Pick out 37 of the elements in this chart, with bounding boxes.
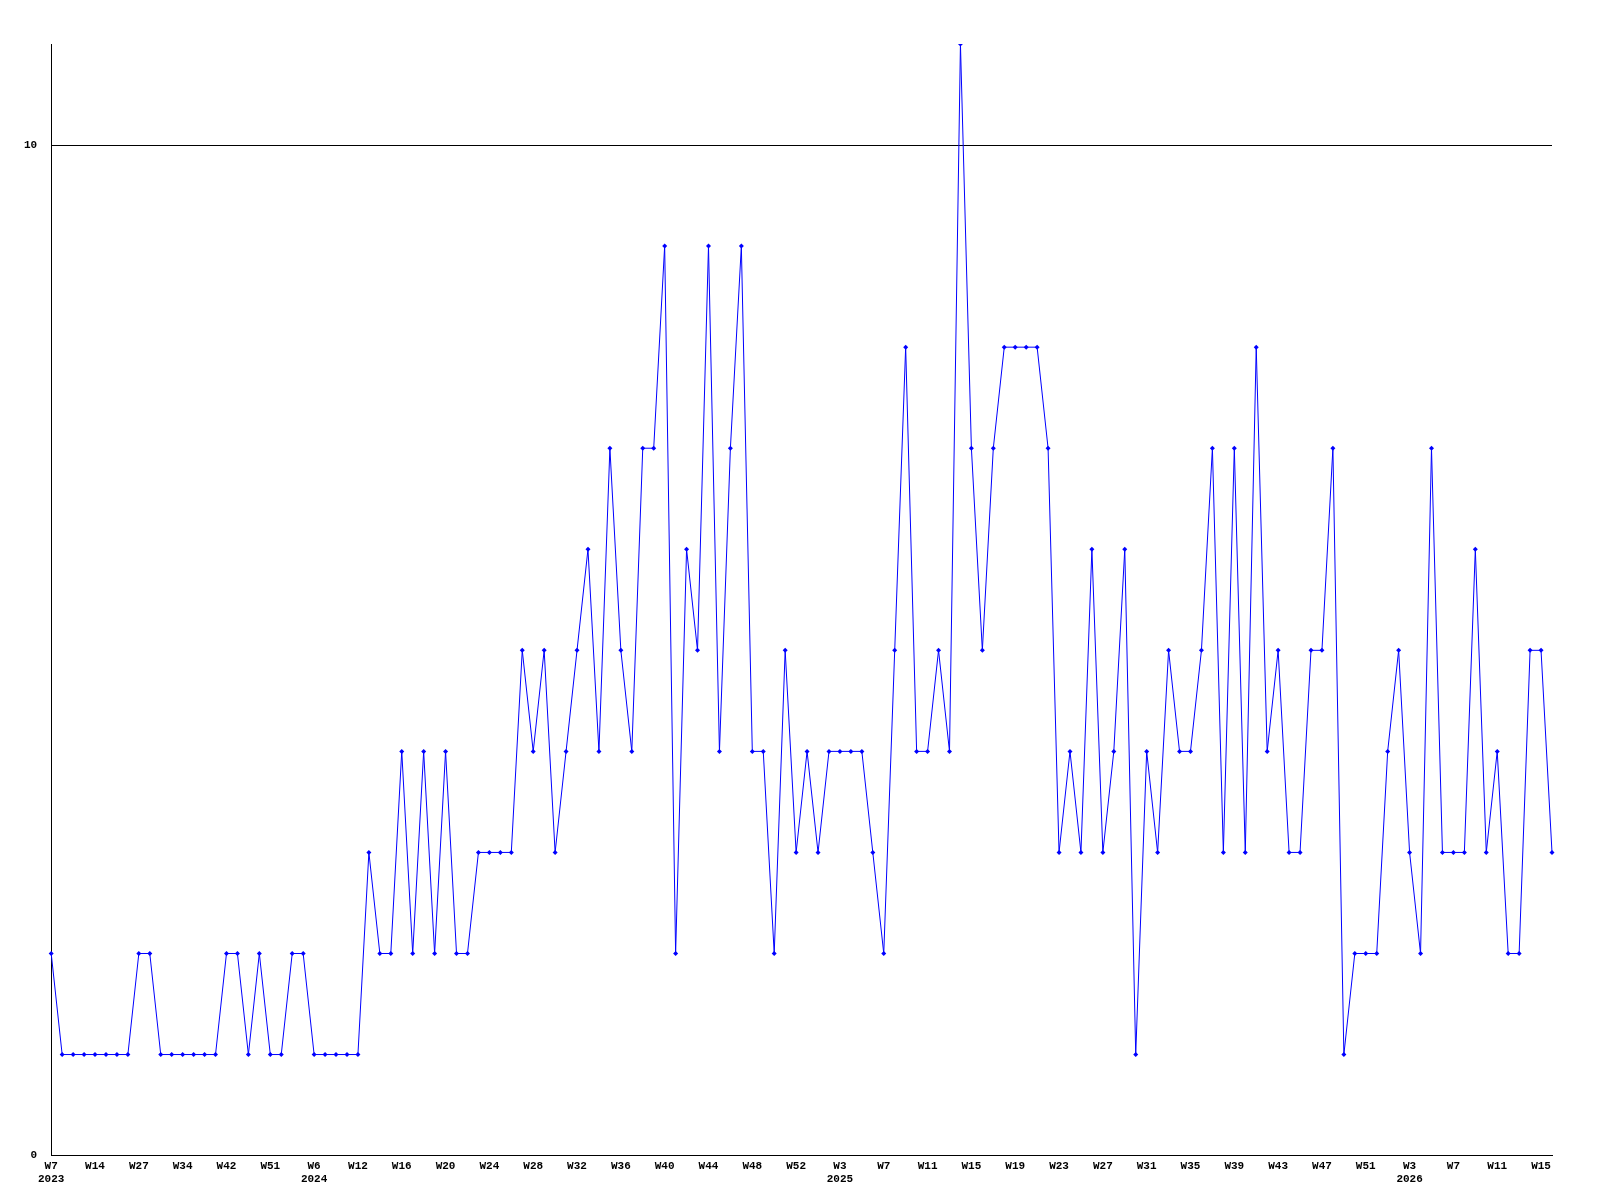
- x-tick-label: W32: [567, 1159, 587, 1172]
- x-tick-label: W3 2026: [1396, 1159, 1423, 1186]
- x-tick-label: W11: [1487, 1159, 1508, 1172]
- x-tick-label: W51: [260, 1159, 281, 1172]
- x-tick-label: W7: [1446, 1159, 1461, 1172]
- x-tick-label: W52: [786, 1159, 807, 1172]
- x-tick-label: W3 2025: [826, 1159, 854, 1186]
- x-tick-label: W11: [917, 1159, 938, 1172]
- x-tick-label: W23: [1049, 1159, 1070, 1172]
- x-tick-label: W34: [172, 1159, 193, 1172]
- x-tick-label: W6 2024: [300, 1159, 328, 1186]
- x-tick-label: W44: [698, 1159, 719, 1172]
- x-tick-label: W24: [479, 1159, 500, 1172]
- y-tick-label: 0: [30, 1149, 38, 1162]
- x-tick-label: W19: [1005, 1159, 1026, 1172]
- x-tick-label: W40: [654, 1159, 675, 1172]
- y-tick-label: 10: [24, 138, 38, 151]
- x-tick-label: W39: [1224, 1159, 1245, 1172]
- x-tick-label: W20: [435, 1159, 456, 1172]
- x-tick-label: W14: [85, 1159, 106, 1172]
- x-tick-label: W27: [1092, 1159, 1113, 1172]
- x-tick-label: W42: [216, 1159, 237, 1172]
- x-tick-label: W51: [1355, 1159, 1377, 1172]
- x-tick-label: W7: [877, 1159, 891, 1172]
- x-tick-label: W16: [391, 1159, 412, 1172]
- x-tick-label: W31: [1136, 1159, 1157, 1172]
- x-tick-label: W15: [961, 1159, 982, 1172]
- x-tick-label: W27: [128, 1159, 149, 1172]
- x-tick-label: W12: [348, 1159, 368, 1172]
- x-tick-label: W43: [1268, 1159, 1289, 1172]
- x-tick-label: W28: [523, 1159, 544, 1172]
- x-tick-label: W35: [1180, 1159, 1201, 1172]
- x-tick-label: W7 2023: [38, 1159, 65, 1186]
- x-tick-label: W36: [610, 1159, 631, 1172]
- x-tick-label: W48: [742, 1159, 763, 1172]
- x-tick-label: W47: [1312, 1159, 1332, 1172]
- x-tick-label: W15: [1531, 1159, 1552, 1172]
